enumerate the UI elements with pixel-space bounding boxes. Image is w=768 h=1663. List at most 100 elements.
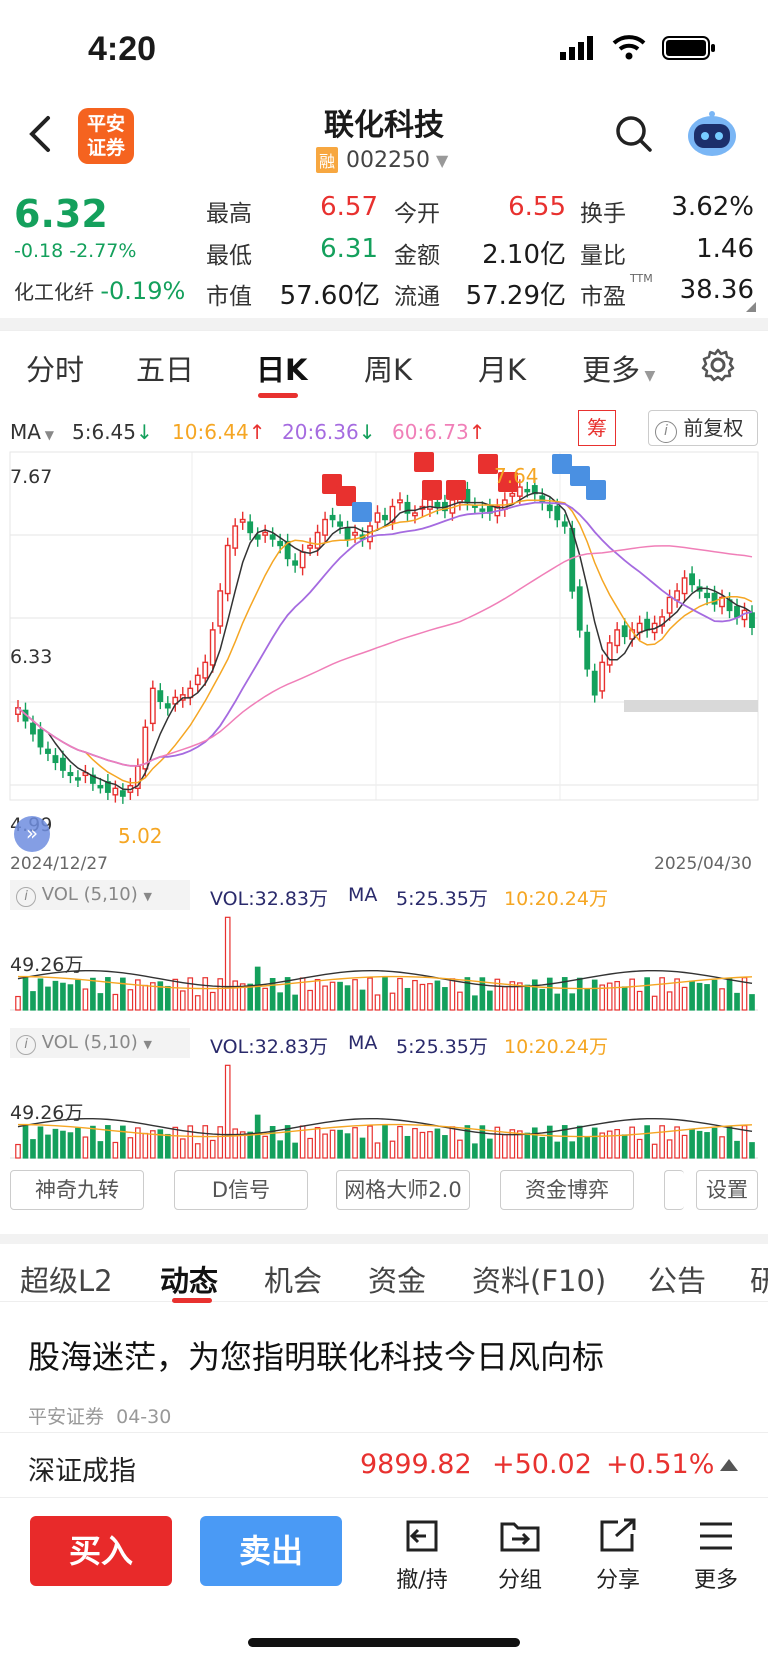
tab-daily-k[interactable]: 日K xyxy=(256,353,308,387)
battery-icon xyxy=(662,36,715,60)
signal-buy-marker xyxy=(414,452,434,472)
ma-selector[interactable]: MA ▼ xyxy=(10,420,54,444)
turnover-value: 3.62% xyxy=(671,192,754,222)
candle-body xyxy=(576,586,583,631)
tool-partial[interactable] xyxy=(664,1170,684,1210)
stock-code-selector[interactable]: 融 002250 ▼ xyxy=(316,146,448,174)
volume-bar xyxy=(561,977,568,1011)
volume-bar xyxy=(464,1125,471,1159)
caret-up-icon[interactable] xyxy=(720,1459,738,1471)
volume-bar xyxy=(397,1125,403,1159)
expand-sidebar-icon[interactable]: » xyxy=(14,816,50,852)
tab-announcement[interactable]: 公告 xyxy=(648,1264,707,1298)
volume-bar xyxy=(307,989,313,1011)
tool-d-signal[interactable]: D信号 xyxy=(174,1170,308,1210)
tab-opportunity[interactable]: 机会 xyxy=(264,1264,323,1298)
candle-body xyxy=(524,488,531,493)
vol-max-label-1: 49.26万 xyxy=(10,954,84,976)
candle-body xyxy=(711,592,718,605)
more-button[interactable]: 更多 xyxy=(676,1516,756,1594)
volume-bar xyxy=(539,1136,546,1159)
search-icon[interactable] xyxy=(614,114,654,154)
volume-bar xyxy=(569,993,576,1011)
candle-body xyxy=(247,521,254,534)
info-icon: i xyxy=(16,1035,36,1055)
high-marker: 7.64 xyxy=(494,464,539,488)
candle-body xyxy=(344,527,351,540)
buy-button[interactable]: 买入 xyxy=(30,1516,172,1586)
volume-bar xyxy=(120,977,126,1011)
volume-bar xyxy=(262,987,268,1011)
volume-bar xyxy=(629,1126,635,1159)
volume-bar xyxy=(516,1130,523,1159)
support-band xyxy=(624,700,758,712)
last-price: 6.32 xyxy=(14,192,108,236)
vol-ma5-2: 5:25.35万 xyxy=(396,1036,488,1058)
vol-indicator-selector-2[interactable]: i VOL (5,10) ▼ xyxy=(10,1028,190,1058)
volume-bar xyxy=(427,1131,433,1159)
volume-bar xyxy=(232,1128,239,1159)
volume-bar xyxy=(37,978,44,1011)
tool-fund-game[interactable]: 资金博弈 xyxy=(500,1170,634,1210)
tab-monthly-k[interactable]: 月K xyxy=(478,353,527,387)
volume-bar xyxy=(749,1142,755,1159)
volume-bar xyxy=(67,1132,74,1159)
volume-bar xyxy=(52,1128,59,1159)
kline-chart[interactable]: 7.67 6.33 4.99 7.64 5.02 2024/12/27 2025… xyxy=(0,450,768,1550)
tool-grid-master[interactable]: 网格大师2.0 xyxy=(336,1170,470,1210)
share-button[interactable]: 分享 xyxy=(578,1516,658,1594)
news-item[interactable]: 股海迷茫，为您指明联化科技今日风向标 平安证券 04-30 xyxy=(0,1302,768,1432)
volume-bar xyxy=(546,977,553,1011)
sell-button[interactable]: 卖出 xyxy=(200,1516,342,1586)
news-meta: 平安证券 04-30 xyxy=(28,1406,172,1428)
hold-cancel-button[interactable]: 撤/持 xyxy=(382,1516,462,1594)
tool-settings[interactable]: 设置 xyxy=(696,1170,758,1210)
tab-research[interactable]: 研 xyxy=(750,1264,768,1298)
tab-more[interactable]: 更多 ▼ xyxy=(582,353,656,387)
back-icon[interactable] xyxy=(26,114,56,154)
candle-body xyxy=(322,518,329,536)
tab-five-day[interactable]: 五日 xyxy=(136,353,195,387)
group-button[interactable]: 分组 xyxy=(480,1516,560,1594)
sector-change[interactable]: 化工化纤 -0.19% xyxy=(14,277,186,305)
tab-funds[interactable]: 资金 xyxy=(368,1264,427,1298)
volume-bar xyxy=(689,980,695,1011)
candle-body xyxy=(149,687,156,725)
index-ticker[interactable]: 深证成指 9899.82 +50.02 +0.51% xyxy=(0,1432,768,1498)
tab-weekly-k[interactable]: 周K xyxy=(364,353,413,387)
down-arrow-icon: ↓ xyxy=(358,420,376,444)
volume-bar xyxy=(329,1129,336,1159)
volume-bar xyxy=(337,1129,343,1159)
info-icon: i xyxy=(16,887,36,907)
expand-corner-icon[interactable] xyxy=(746,302,756,312)
volume-bar xyxy=(614,981,621,1011)
tool-nine-turn[interactable]: 神奇九转 xyxy=(10,1170,144,1210)
signal-buy-marker xyxy=(478,454,498,474)
tab-f10[interactable]: 资料(F10) xyxy=(472,1264,607,1298)
tab-news-feed[interactable]: 动态 xyxy=(160,1264,219,1298)
tab-intraday[interactable]: 分时 xyxy=(26,353,85,387)
robot-assistant-icon[interactable] xyxy=(686,108,738,160)
vol-indicator-selector-1[interactable]: i VOL (5,10) ▼ xyxy=(10,880,190,910)
candle-body xyxy=(157,690,164,703)
tab-super-l2[interactable]: 超级L2 xyxy=(20,1264,113,1298)
kline-svg[interactable] xyxy=(0,450,768,1170)
volume-bar xyxy=(382,1125,388,1159)
candle-body xyxy=(689,573,696,586)
volume-bar xyxy=(704,984,710,1011)
volume-bar xyxy=(142,984,149,1011)
volume-bar xyxy=(591,979,598,1011)
chip-distribution-button[interactable]: 筹 xyxy=(578,410,616,446)
volume-bar xyxy=(561,1125,568,1159)
volume-bar xyxy=(659,1125,665,1159)
up-arrow-icon: ↑ xyxy=(468,420,486,444)
candle-body xyxy=(479,508,486,512)
menu-icon xyxy=(700,1522,732,1550)
adjust-selector[interactable]: i 前复权 xyxy=(648,410,758,446)
volume-bar xyxy=(636,990,643,1011)
volume-bar xyxy=(202,977,209,1011)
volume-bar xyxy=(621,1134,628,1159)
volume-bar xyxy=(472,995,478,1011)
gear-icon[interactable] xyxy=(700,347,736,383)
volume-bar xyxy=(539,988,546,1011)
